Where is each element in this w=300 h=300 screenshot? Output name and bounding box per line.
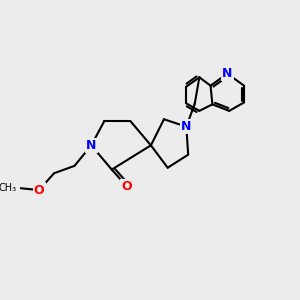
Text: O: O [122,180,132,193]
Text: N: N [181,120,191,133]
Text: N: N [86,139,97,152]
Text: CH₃: CH₃ [0,183,17,193]
Text: N: N [222,67,232,80]
Text: O: O [34,184,44,196]
